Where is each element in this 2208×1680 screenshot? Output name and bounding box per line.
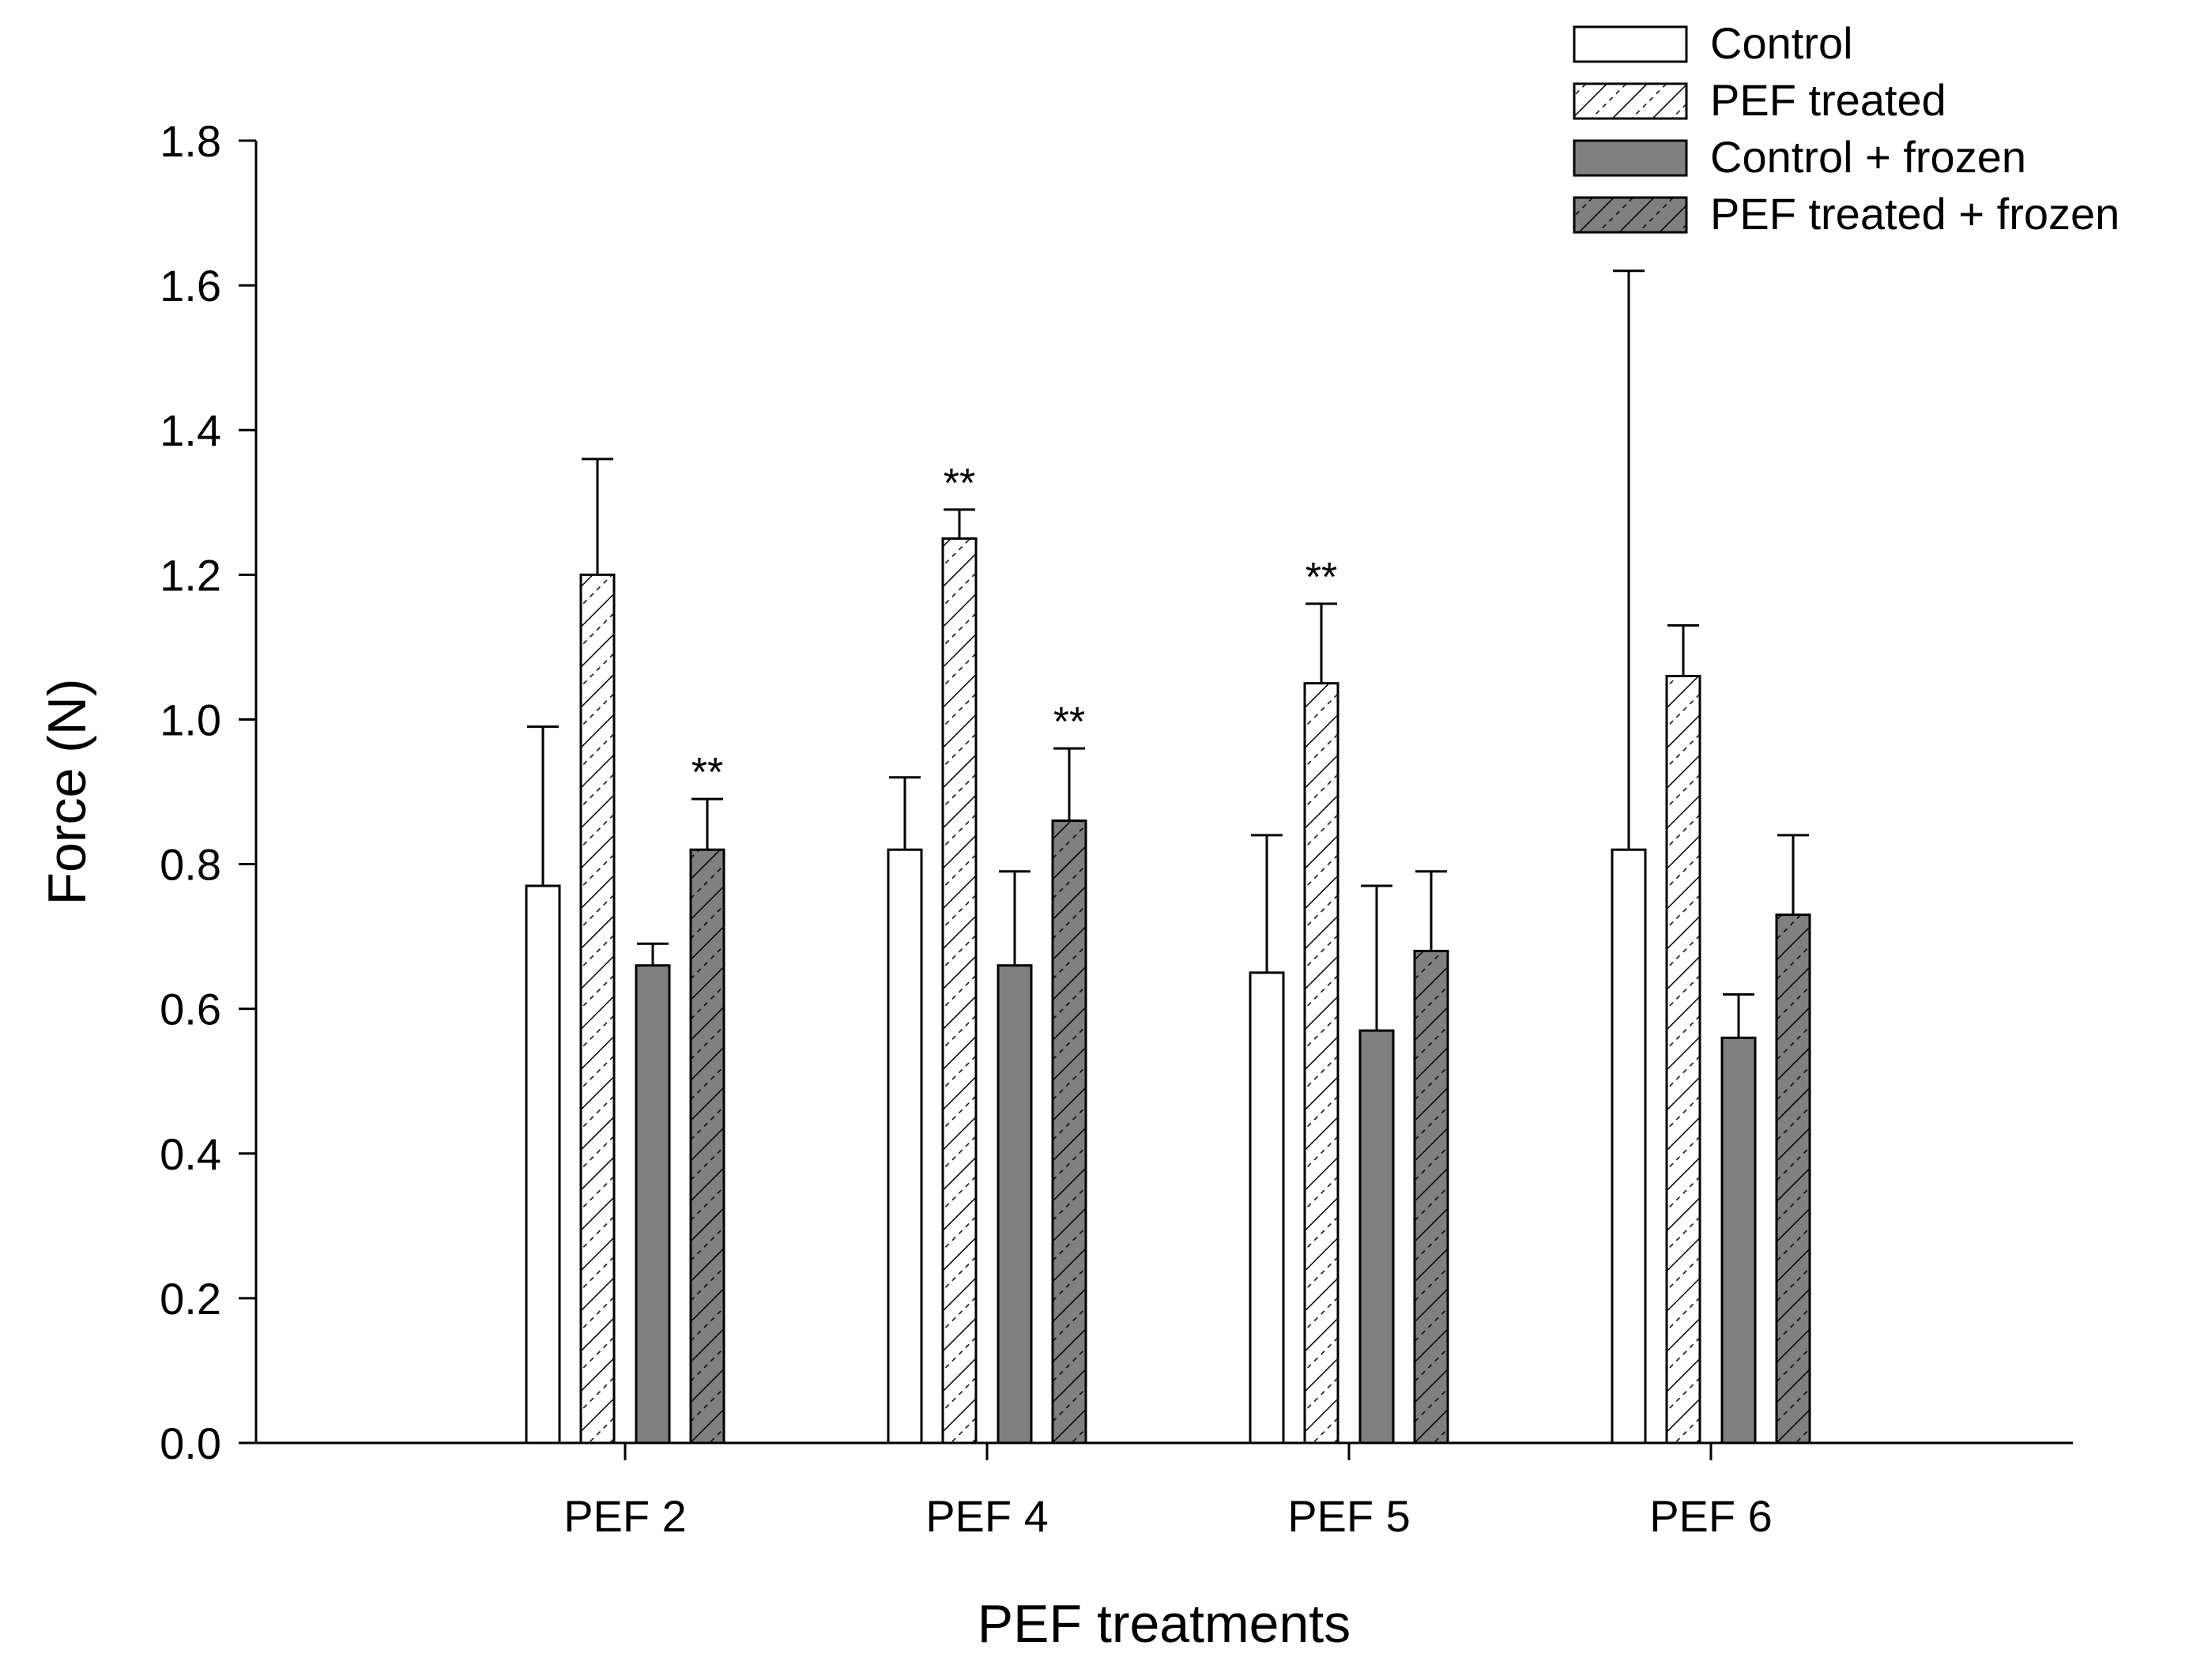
legend-label: PEF treated + frozen (1710, 189, 2119, 239)
y-tick-label: 0.0 (160, 1418, 221, 1468)
bar (1413, 949, 1449, 1445)
bar (997, 964, 1033, 1445)
x-axis-title: PEF treatments (978, 1594, 1351, 1654)
bar (1611, 848, 1647, 1445)
bar (1775, 913, 1811, 1445)
bar (1051, 819, 1087, 1445)
y-tick-label: 1.2 (160, 550, 221, 600)
x-category-label: PEF 5 (1287, 1491, 1411, 1541)
x-ticks-group: PEF 2 PEF 4 PEF 5 PEF 6 (563, 1443, 1773, 1541)
y-tick-label: 0.2 (160, 1274, 221, 1324)
y-ticks-group: 0.0 0.2 0.4 0.6 0.8 1.0 1.2 1.4 1.6 1.8 (160, 116, 256, 1468)
x-category-label: PEF 2 (563, 1491, 687, 1541)
bar (635, 964, 671, 1445)
bar (689, 848, 725, 1445)
significance-marker: ** (1053, 699, 1085, 745)
bar (525, 884, 561, 1445)
legend-label: PEF treated (1710, 75, 1946, 125)
bar (1303, 682, 1339, 1445)
legend-swatch (1573, 139, 1688, 177)
y-axis-title: Force (N) (37, 678, 97, 905)
significance-marker: ** (691, 750, 723, 796)
legend-swatch (1573, 82, 1688, 120)
significance-group: ** ** ** ** (691, 461, 1337, 796)
y-tick-label: 1.6 (160, 261, 221, 311)
legend: Control PEF treated Control + frozen PEF tr… (1573, 18, 2119, 239)
bar (941, 537, 978, 1445)
legend-swatch (1573, 25, 1688, 63)
error-bars-group (527, 269, 1809, 1038)
significance-marker: ** (944, 461, 975, 507)
bar (1358, 1029, 1395, 1445)
bar (579, 573, 616, 1445)
y-tick-label: 0.4 (160, 1129, 221, 1179)
bar (1665, 675, 1701, 1445)
legend-label: Control (1710, 18, 1853, 68)
legend-swatch (1573, 196, 1688, 234)
y-tick-label: 0.8 (160, 840, 221, 890)
y-tick-label: 0.6 (160, 985, 221, 1034)
x-category-label: PEF 4 (925, 1491, 1049, 1541)
y-tick-label: 1.4 (160, 405, 221, 455)
legend-label: Control + frozen (1710, 132, 2026, 182)
bar (887, 848, 923, 1445)
y-tick-label: 1.0 (160, 695, 221, 744)
bars-group (525, 537, 1811, 1445)
x-category-label: PEF 6 (1649, 1491, 1773, 1541)
significance-marker: ** (1306, 555, 1337, 601)
bar (1249, 971, 1285, 1445)
y-tick-label: 1.8 (160, 116, 221, 166)
bar (1720, 1036, 1757, 1445)
